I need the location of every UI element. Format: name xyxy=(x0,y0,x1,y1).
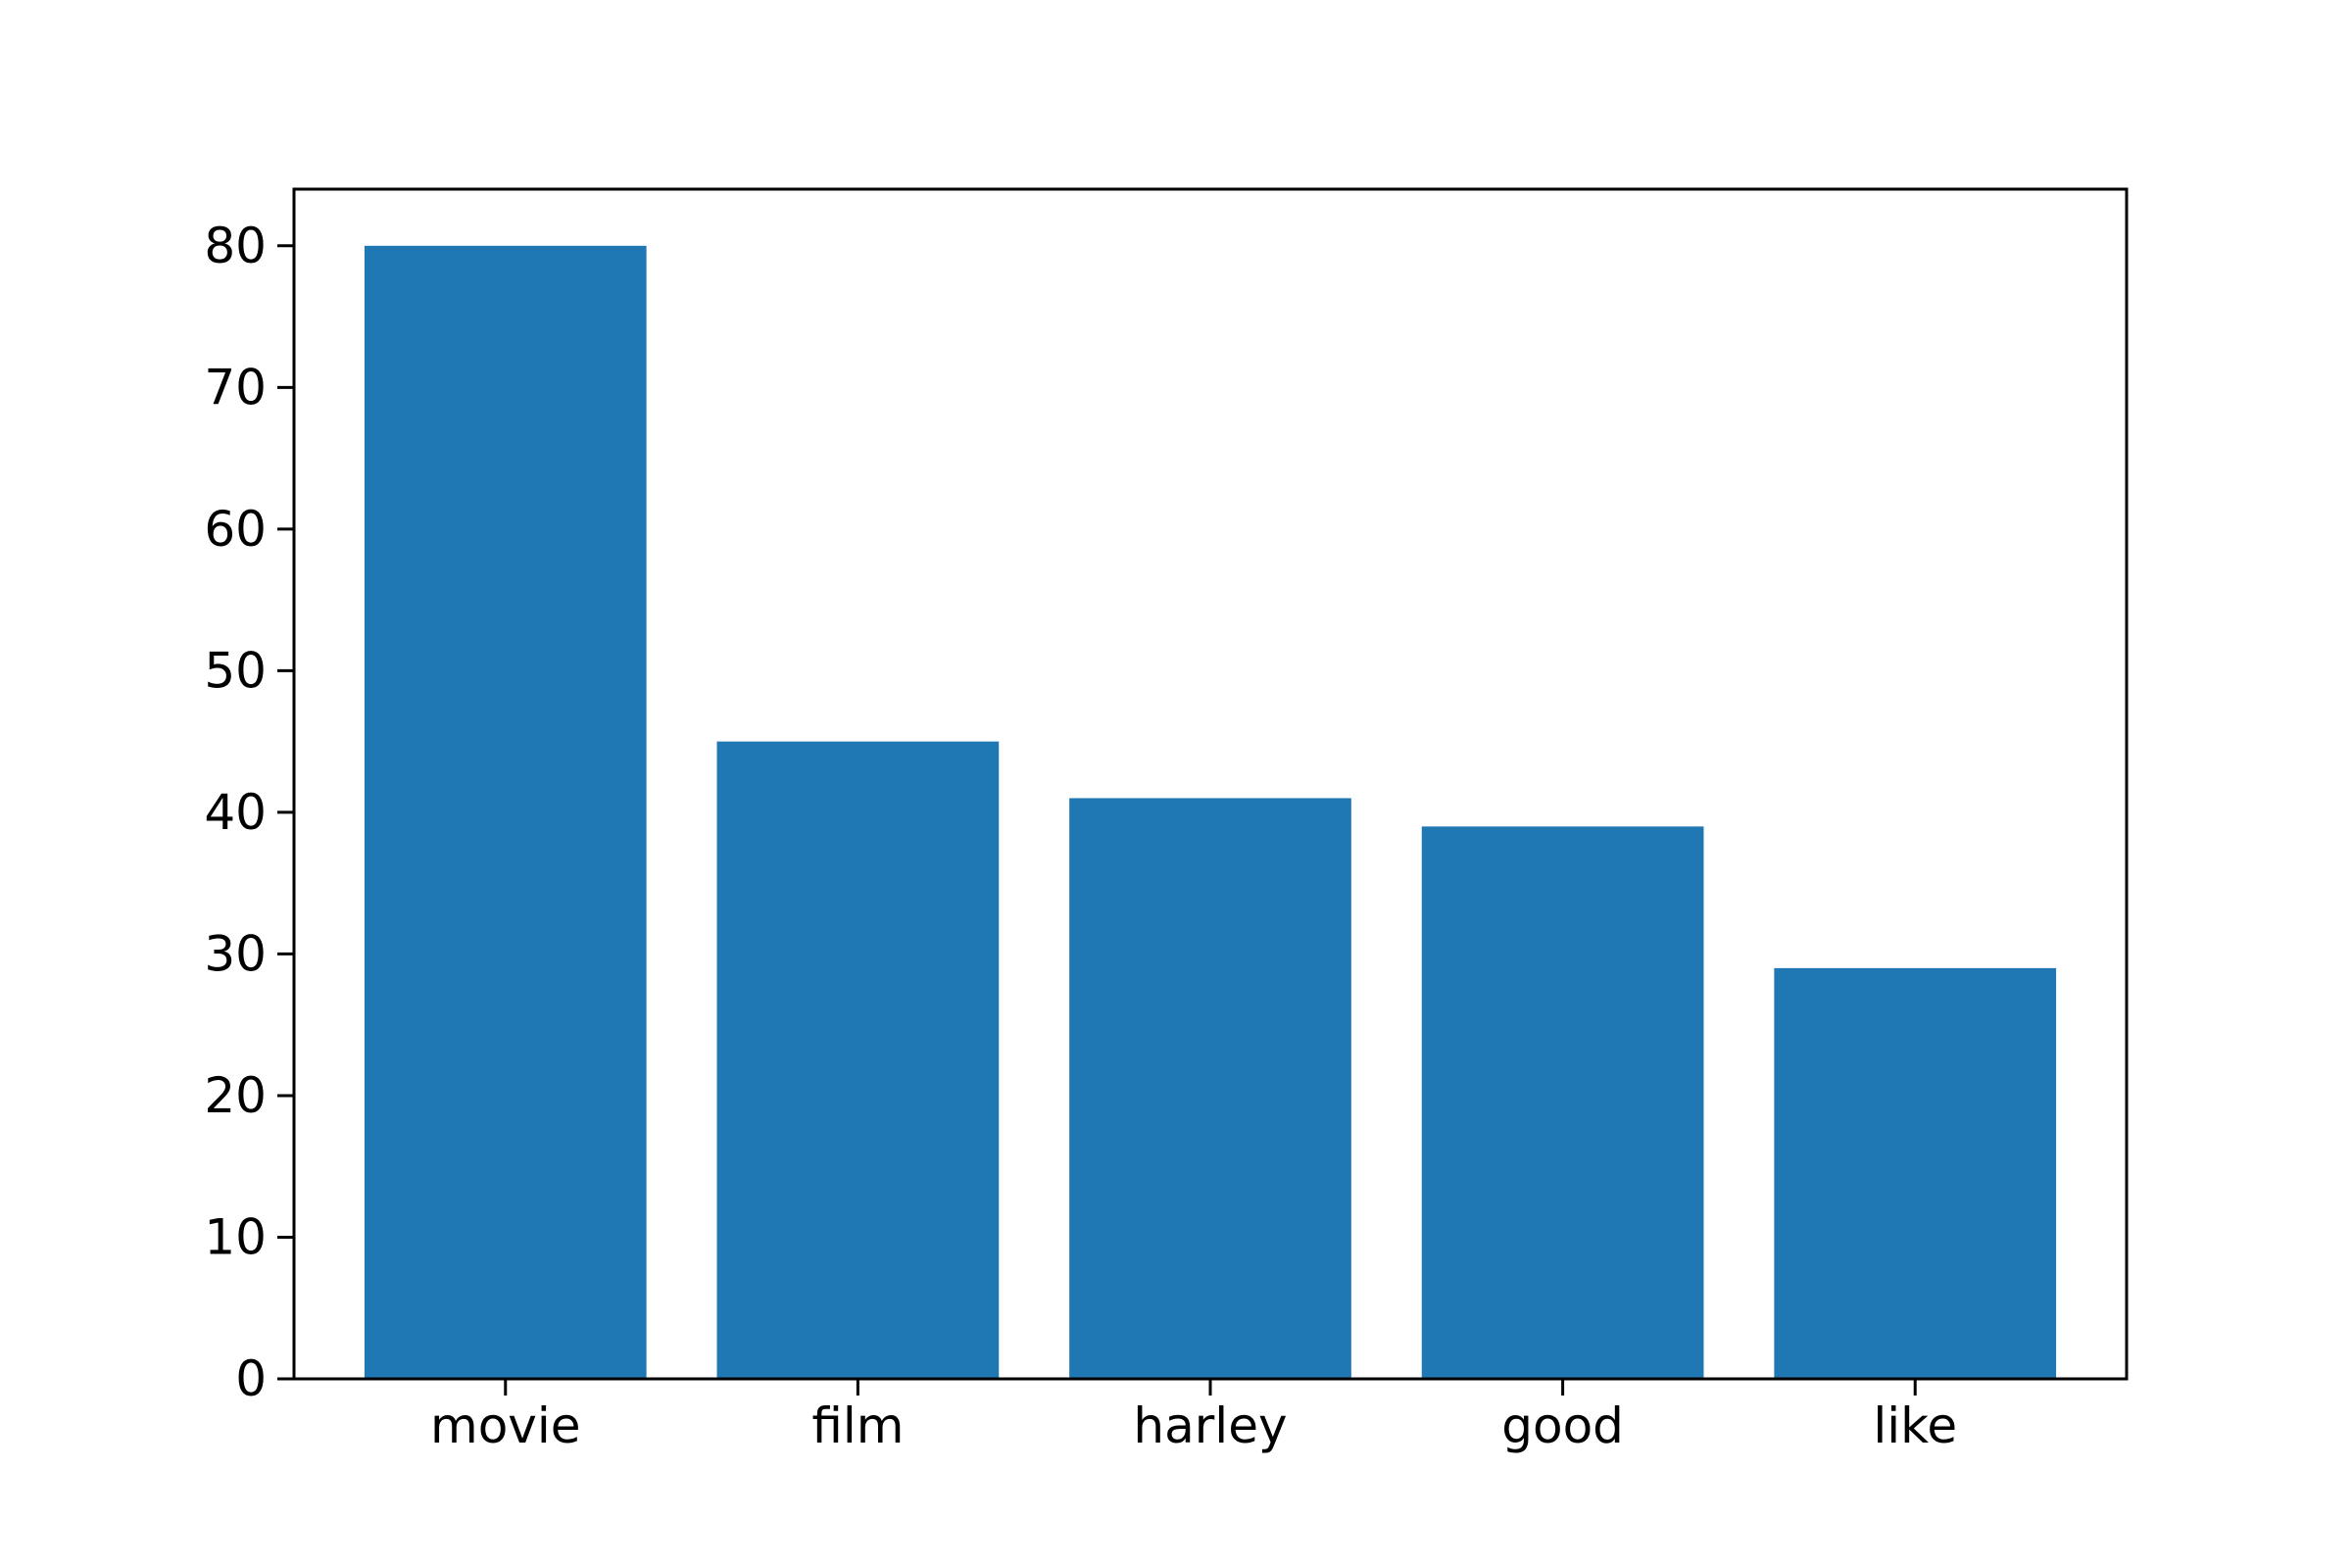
y-tick-label: 50 xyxy=(204,642,267,699)
bar-film xyxy=(716,741,1000,1379)
y-tick-label: 30 xyxy=(204,925,267,982)
bar-good xyxy=(1421,826,1704,1379)
y-tick-label: 10 xyxy=(204,1208,267,1265)
y-tick-label: 40 xyxy=(204,784,267,841)
x-tick-label: harley xyxy=(1133,1397,1287,1454)
bar-movie xyxy=(364,245,647,1379)
x-tick-label: movie xyxy=(430,1397,581,1454)
y-tick-label: 0 xyxy=(235,1350,267,1407)
y-axis: 0 10 20 30 40 50 60 70 80 xyxy=(204,218,294,1407)
bars-group xyxy=(364,245,2057,1379)
plot-frame xyxy=(292,187,2129,1381)
x-axis: movie film harley good like xyxy=(430,1379,1957,1454)
x-tick-label: good xyxy=(1501,1397,1624,1454)
y-tick-label: 80 xyxy=(204,218,267,274)
y-tick-label: 20 xyxy=(204,1067,267,1124)
x-tick-label: like xyxy=(1873,1397,1957,1454)
bar-like xyxy=(1774,967,2057,1379)
bar-harley xyxy=(1069,798,1351,1379)
y-tick-label: 60 xyxy=(204,501,267,558)
y-tick-label: 70 xyxy=(204,359,267,416)
x-tick-label: film xyxy=(811,1397,904,1454)
